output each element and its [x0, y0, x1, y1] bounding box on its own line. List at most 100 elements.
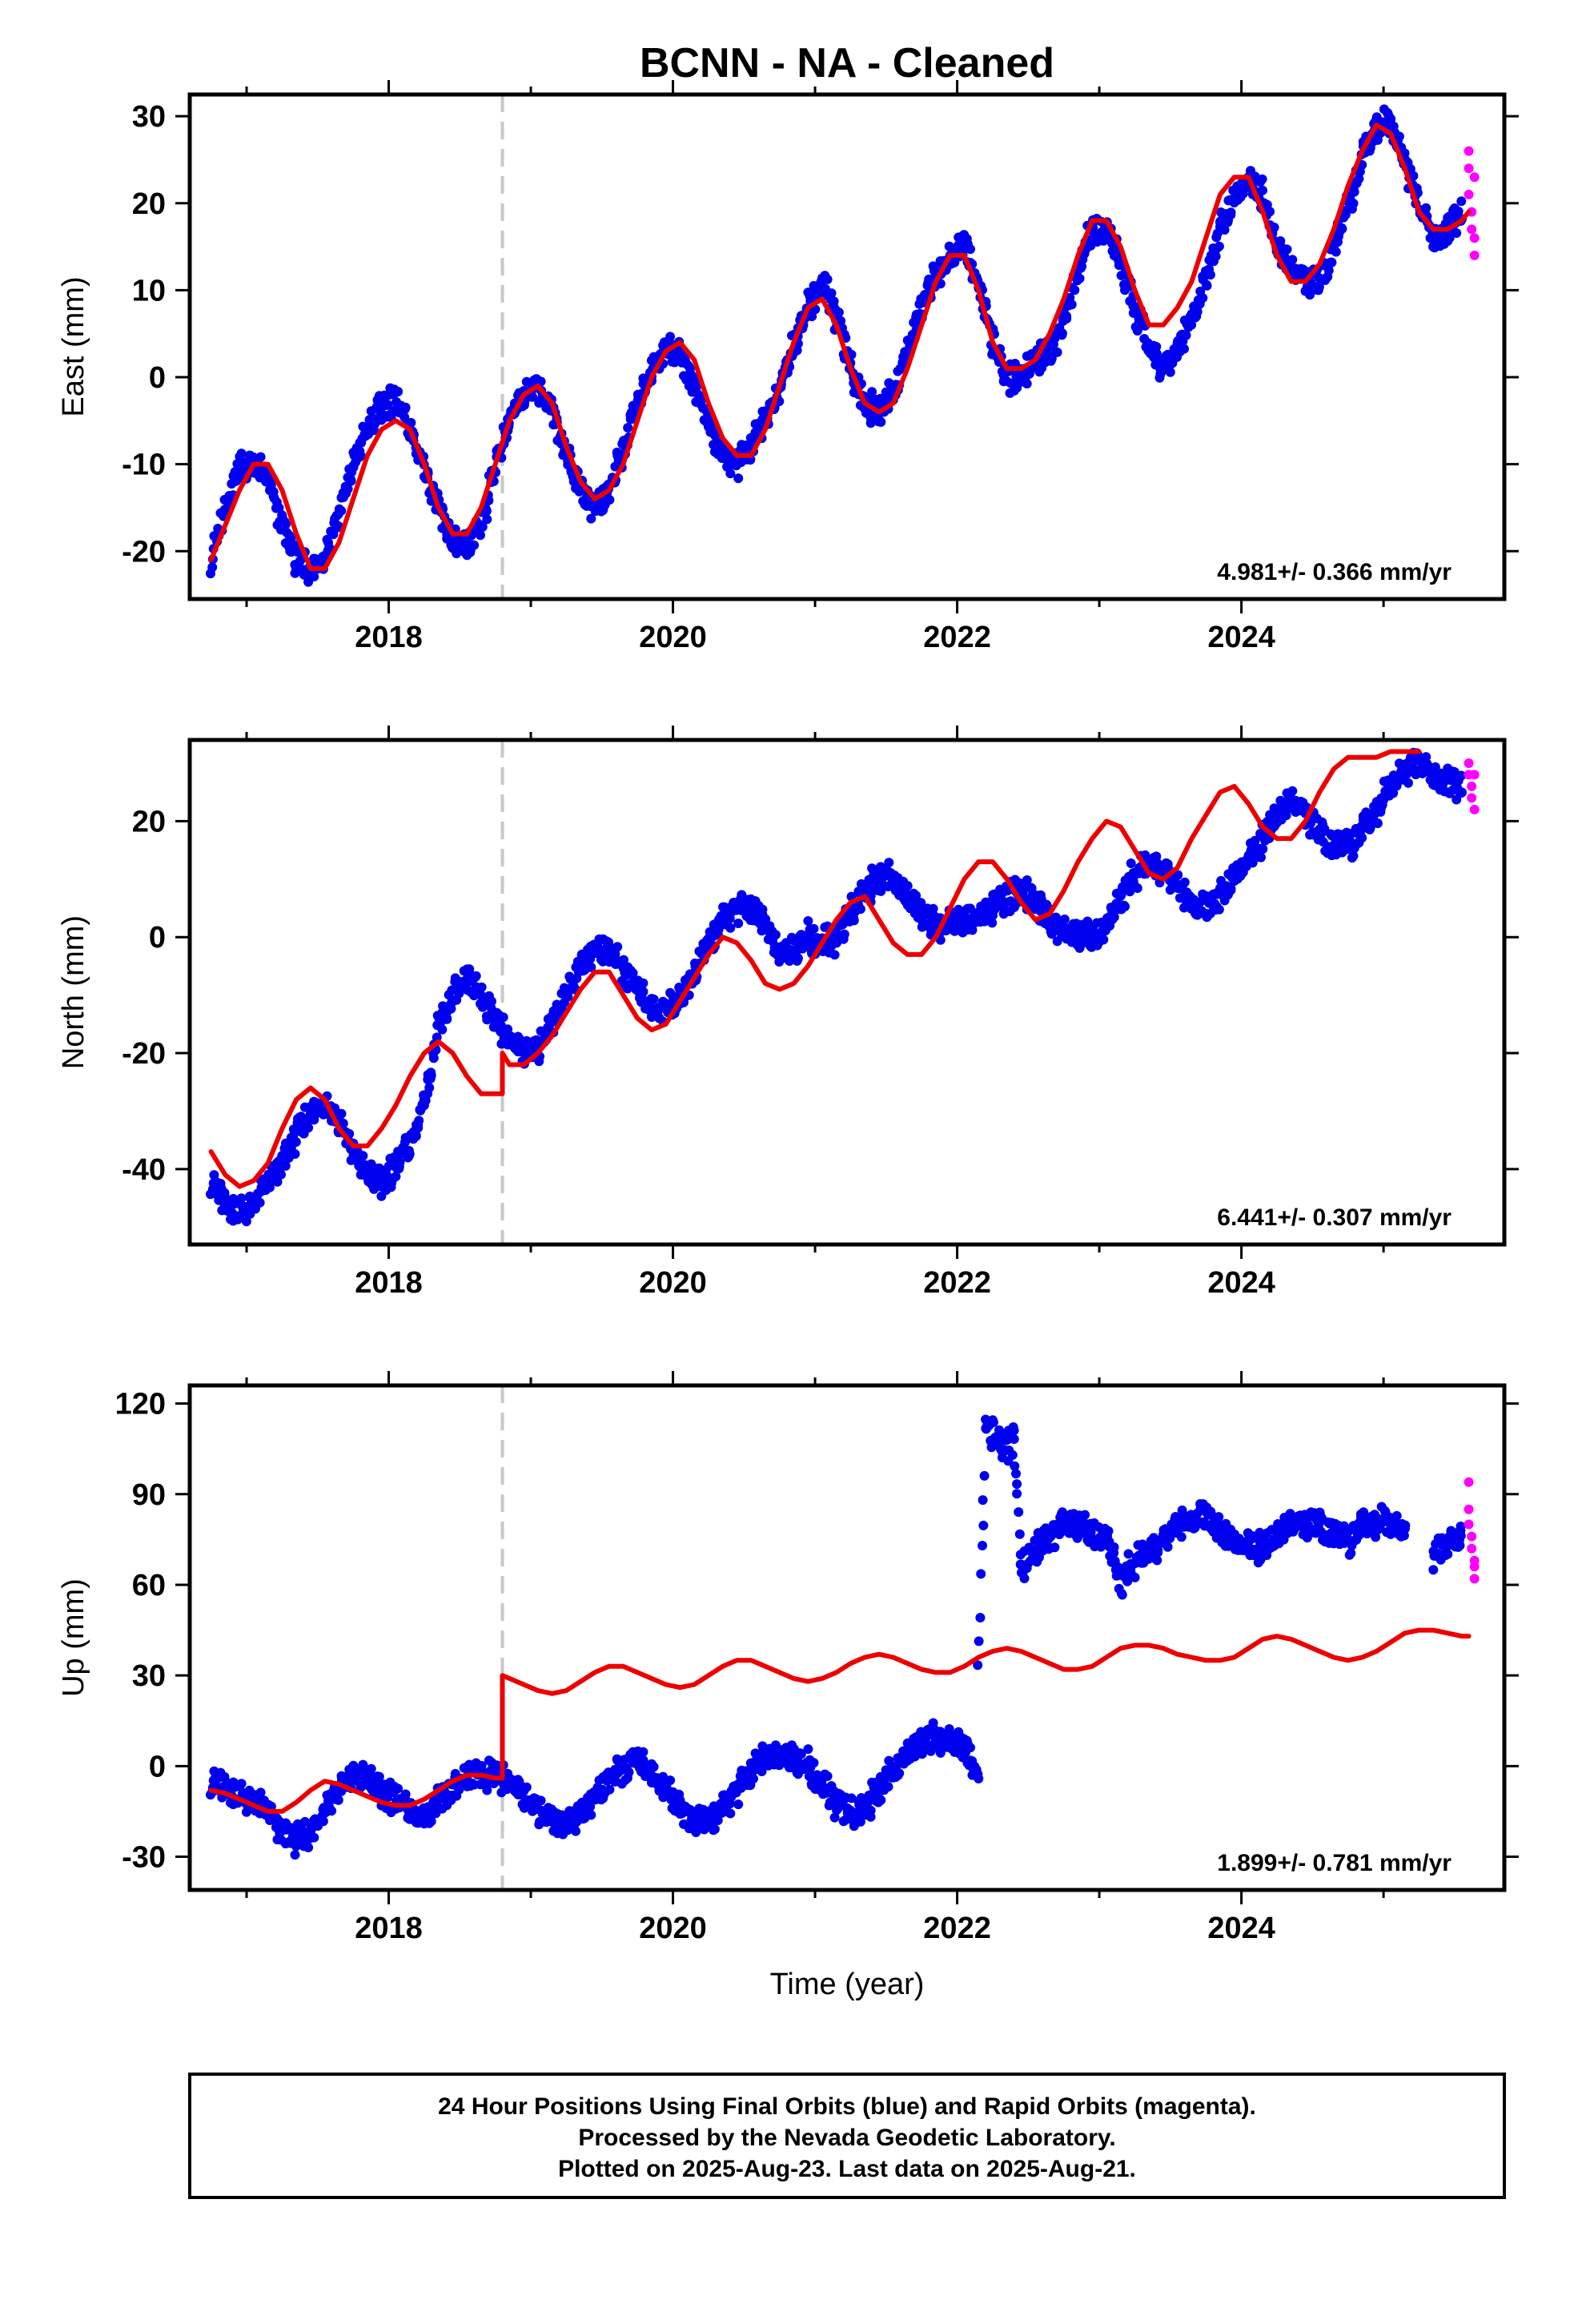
final-point [1080, 1510, 1090, 1520]
final-point [604, 495, 615, 505]
final-point [975, 1613, 986, 1622]
rapid-orbit-points [1464, 1477, 1480, 1584]
final-point [1074, 273, 1085, 283]
final-point [1452, 228, 1462, 238]
final-point [865, 1805, 876, 1815]
final-point [1151, 342, 1162, 352]
final-point [1265, 207, 1275, 217]
x-tick-label: 2024 [1207, 621, 1275, 654]
final-point [1327, 257, 1337, 267]
final-point [1009, 1434, 1019, 1444]
y-tick-label: -20 [122, 535, 166, 569]
final-point [1052, 347, 1062, 357]
final-point [442, 1014, 452, 1024]
final-point [612, 942, 622, 952]
final-point [1287, 255, 1298, 265]
final-point [973, 1660, 983, 1671]
y-axis-label: East (mm) [57, 276, 90, 416]
final-point [476, 982, 487, 992]
final-point [1444, 233, 1455, 243]
final-point [333, 521, 343, 531]
final-point [1098, 935, 1109, 945]
x-tick-label: 2020 [639, 1266, 707, 1300]
final-point [1012, 383, 1022, 393]
rapid-point [1464, 146, 1474, 156]
rapid-point [1464, 189, 1474, 199]
caption-line-2: Processed by the Nevada Geodetic Laborat… [578, 2125, 1115, 2151]
final-point [414, 1116, 424, 1126]
final-point [648, 994, 659, 1004]
final-point [318, 1816, 328, 1827]
final-point [366, 1763, 376, 1774]
final-point [586, 962, 596, 972]
final-point [1103, 1526, 1114, 1536]
final-point [346, 476, 356, 486]
rapid-point [1467, 793, 1477, 803]
y-tick-label: -20 [122, 1037, 166, 1071]
final-point [1077, 261, 1087, 271]
y-axis-label: North (mm) [57, 915, 90, 1069]
final-point [1198, 293, 1208, 304]
x-axis-label: Time (year) [770, 1968, 925, 2001]
x-tick-label: 2022 [923, 621, 991, 654]
final-point [241, 1216, 251, 1227]
final-point [1455, 1540, 1465, 1550]
final-point [809, 1758, 819, 1768]
final-point [1394, 131, 1404, 142]
rapid-point [1467, 1531, 1477, 1542]
final-point [426, 1070, 436, 1080]
final-point [733, 919, 744, 928]
final-point [1202, 280, 1212, 291]
final-point [1214, 904, 1224, 915]
final-point [1046, 353, 1057, 364]
final-point [1018, 883, 1028, 893]
final-point [1408, 171, 1419, 181]
final-point [796, 1749, 806, 1759]
final-point [1456, 196, 1467, 207]
rapid-point [1467, 781, 1477, 791]
final-point [1256, 852, 1266, 862]
model-fit-curve [208, 123, 1472, 571]
final-point [1453, 207, 1464, 216]
final-point [665, 1775, 676, 1786]
final-point [1211, 251, 1221, 262]
final-point [1007, 1449, 1018, 1460]
final-point [1009, 1425, 1019, 1436]
final-point [503, 1024, 513, 1035]
x-tick-label: 2018 [355, 621, 423, 654]
final-point [619, 955, 628, 965]
final-point [338, 1118, 348, 1128]
velocity-annotation: 4.981+/- 0.366 mm/yr [1217, 559, 1452, 585]
final-point [395, 1157, 405, 1168]
plot-frame [187, 738, 1507, 1247]
final-point [876, 417, 886, 427]
final-point [1226, 883, 1236, 894]
rapid-point [1469, 1562, 1480, 1572]
final-point [1354, 174, 1364, 184]
final-point [1138, 1539, 1148, 1550]
final-point [884, 858, 894, 868]
final-point [280, 1160, 291, 1171]
rapid-point [1469, 804, 1480, 814]
final-point [829, 1812, 840, 1823]
rapid-point [1464, 1504, 1474, 1514]
final-point [1066, 300, 1077, 310]
final-point [521, 1782, 532, 1792]
final-point [1126, 858, 1136, 868]
final-point [1152, 1555, 1162, 1566]
final-point [1214, 241, 1224, 251]
final-point [207, 562, 218, 573]
final-point [978, 1520, 989, 1530]
final-point [303, 1123, 314, 1133]
final-point [1346, 1548, 1356, 1558]
final-point [1219, 225, 1230, 235]
final-point [1179, 344, 1189, 354]
final-point [400, 1789, 411, 1799]
final-point [1257, 174, 1267, 184]
final-point [1192, 307, 1203, 317]
final-point [979, 1470, 990, 1481]
y-tick-label: 120 [115, 1388, 166, 1421]
final-point [1226, 207, 1236, 218]
final-point [309, 1115, 319, 1125]
